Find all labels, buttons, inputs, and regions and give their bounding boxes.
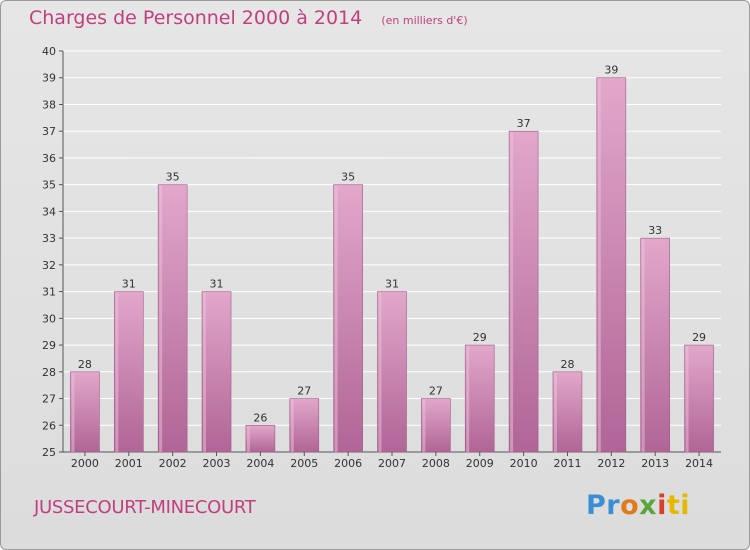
x-tick-label: 2001 <box>115 457 143 470</box>
x-tick-label: 2013 <box>641 457 669 470</box>
data-label: 29 <box>692 331 706 344</box>
data-label: 27 <box>297 385 311 398</box>
bar <box>289 398 320 453</box>
bar-highlight <box>553 372 557 452</box>
data-label: 33 <box>648 224 662 237</box>
bar <box>684 344 714 453</box>
bar <box>421 398 451 453</box>
data-label: 29 <box>473 331 487 344</box>
bar-highlight <box>378 292 382 452</box>
x-tick-label: 2006 <box>334 457 362 470</box>
y-tick-label: 36 <box>42 152 56 165</box>
data-label: 35 <box>341 171 355 184</box>
data-label: 39 <box>604 64 618 77</box>
x-tick-label: 2003 <box>203 457 231 470</box>
y-tick-label: 35 <box>42 179 56 192</box>
data-label: 37 <box>517 117 531 130</box>
y-tick-label: 30 <box>42 312 56 325</box>
bar <box>201 291 232 453</box>
x-tick-label: 2010 <box>510 457 538 470</box>
x-tick-label: 2004 <box>246 457 274 470</box>
y-tick-label: 39 <box>42 72 56 85</box>
bar-highlight <box>159 185 163 452</box>
bar <box>114 291 144 453</box>
bar <box>377 291 407 453</box>
bar-highlight <box>641 239 645 452</box>
data-label: 31 <box>385 278 399 291</box>
data-label: 35 <box>166 171 180 184</box>
bar <box>333 184 363 453</box>
logo-part-3: x <box>639 490 658 521</box>
bar-highlight <box>203 292 207 452</box>
bar-highlight <box>510 132 514 452</box>
y-tick-label: 34 <box>42 205 56 218</box>
bar-highlight <box>115 292 119 452</box>
x-tick-label: 2011 <box>553 457 581 470</box>
bar-highlight <box>597 78 601 452</box>
y-tick-label: 25 <box>42 446 56 459</box>
x-tick-label: 2014 <box>685 457 713 470</box>
y-tick-label: 26 <box>42 419 56 432</box>
data-label: 26 <box>253 411 267 424</box>
y-tick-label: 37 <box>42 125 56 138</box>
bar <box>596 77 627 453</box>
title-text: Charges de Personnel 2000 à 2014 <box>29 7 363 29</box>
logo-part-2: o <box>620 490 640 521</box>
x-tick-label: 2005 <box>290 457 318 470</box>
bar-highlight <box>290 399 294 452</box>
x-tick-label: 2000 <box>71 457 99 470</box>
bar-highlight <box>466 346 470 452</box>
bar <box>552 371 583 453</box>
bar <box>640 237 671 453</box>
data-label: 31 <box>122 278 136 291</box>
bar <box>245 424 276 453</box>
x-tick-label: 2007 <box>378 457 406 470</box>
data-label: 28 <box>78 358 92 371</box>
y-tick-label: 33 <box>42 232 56 245</box>
town-name: JUSSECOURT-MINECOURT <box>34 497 256 518</box>
bar <box>464 344 495 453</box>
y-tick-label: 29 <box>42 339 56 352</box>
bar-highlight <box>685 346 689 452</box>
chart-title: Charges de Personnel 2000 à 2014 (en mil… <box>29 7 468 29</box>
x-tick-label: 2002 <box>159 457 187 470</box>
bar <box>70 371 100 453</box>
proxiti-logo: Proxiti <box>586 490 690 521</box>
x-tick-label: 2009 <box>466 457 494 470</box>
logo-part-1: Pr <box>586 490 621 521</box>
bar-highlight <box>334 185 338 452</box>
data-label: 31 <box>210 278 224 291</box>
logo-part-4: i <box>657 490 667 521</box>
logo-part-5: ti <box>666 490 691 521</box>
y-tick-label: 32 <box>42 259 56 272</box>
y-tick-label: 38 <box>42 98 56 111</box>
y-tick-label: 27 <box>42 393 56 406</box>
subtitle-text: (en milliers d'€) <box>381 14 468 27</box>
bar <box>508 130 539 453</box>
bar-highlight <box>246 426 250 452</box>
x-tick-label: 2008 <box>422 457 450 470</box>
y-tick-label: 28 <box>42 366 56 379</box>
bar-highlight <box>71 372 75 452</box>
bar <box>157 184 188 453</box>
x-tick-label: 2012 <box>597 457 625 470</box>
data-label: 27 <box>429 385 443 398</box>
y-tick-label: 40 <box>42 45 56 58</box>
data-label: 28 <box>560 358 574 371</box>
y-tick-label: 31 <box>42 286 56 299</box>
bar-highlight <box>422 399 426 452</box>
